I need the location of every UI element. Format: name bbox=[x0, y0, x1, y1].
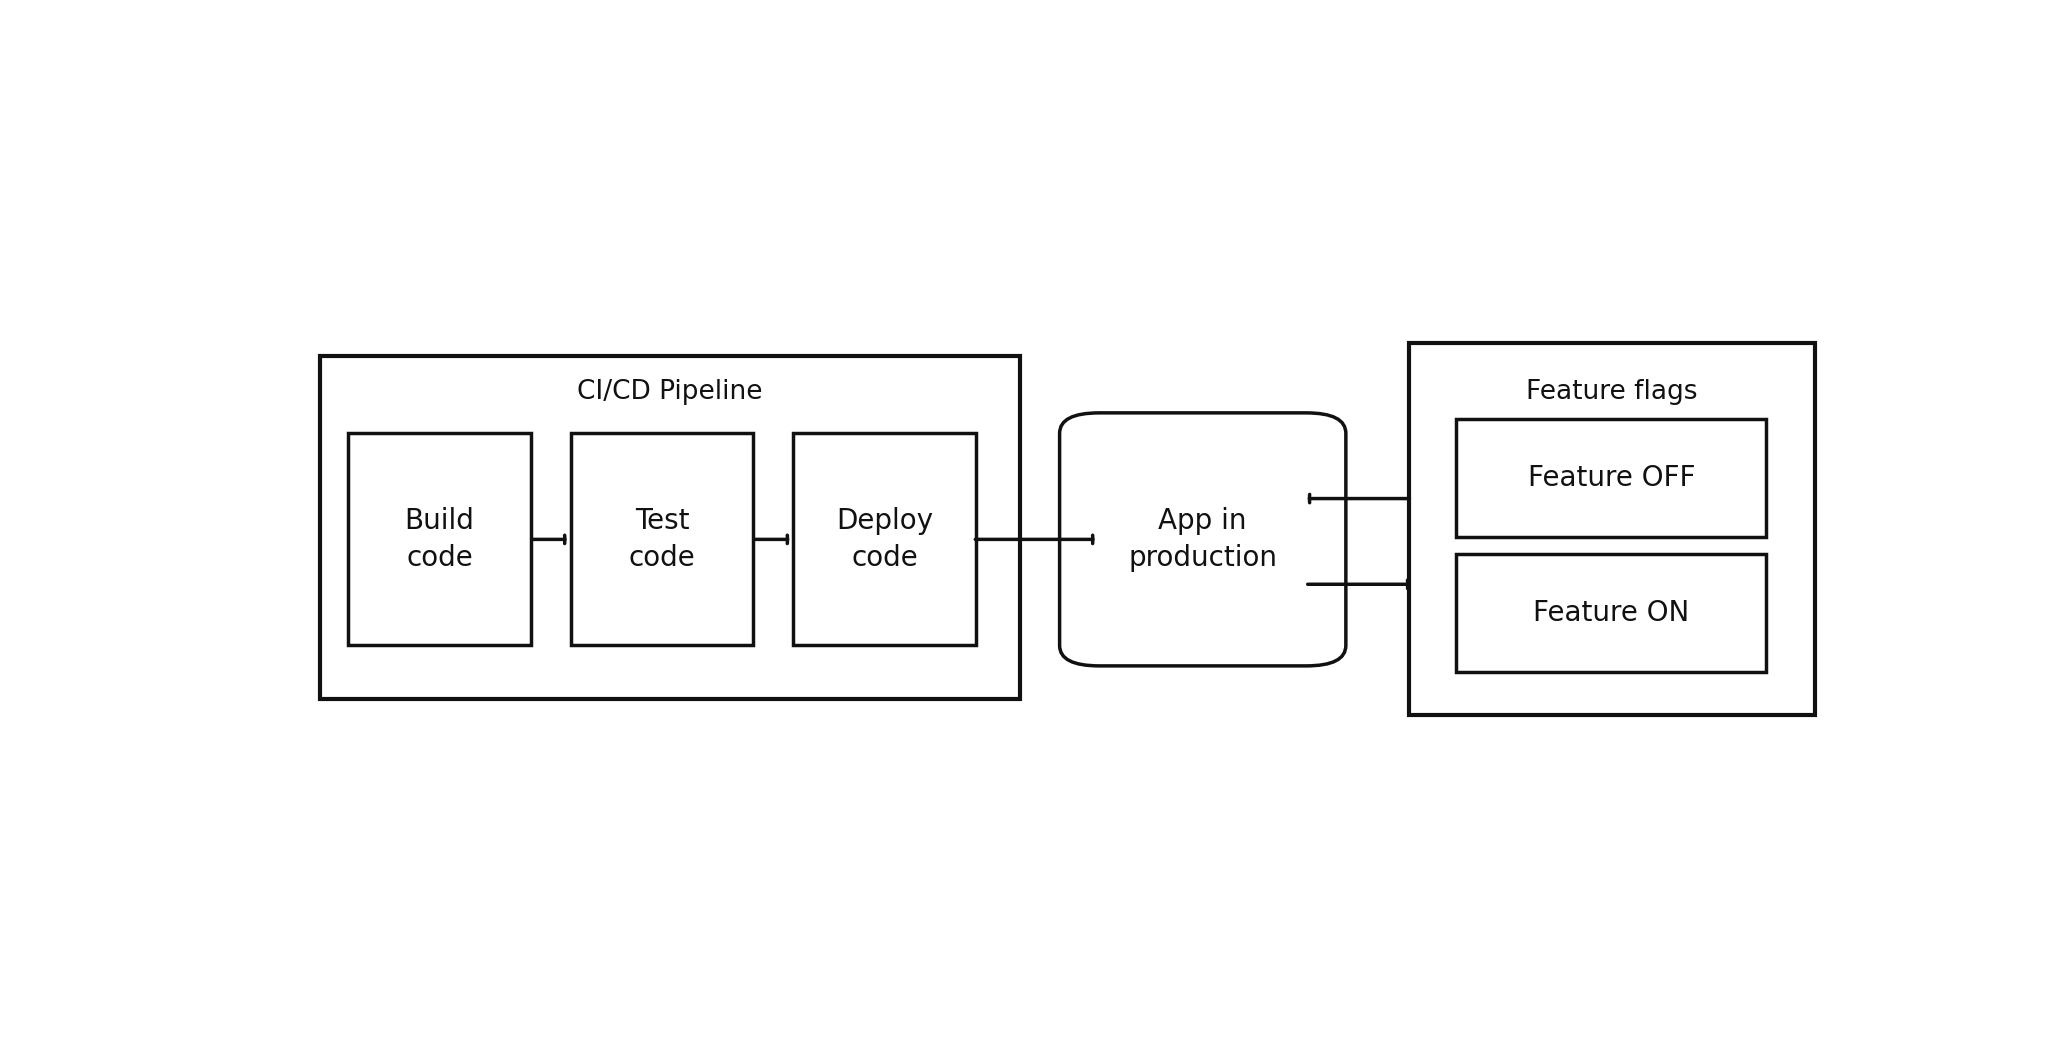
Text: Test
code: Test code bbox=[628, 507, 696, 571]
Text: Feature OFF: Feature OFF bbox=[1527, 464, 1695, 492]
Bar bbox=[1410, 343, 1814, 714]
Bar bbox=[1457, 553, 1767, 672]
Text: App in
production: App in production bbox=[1129, 507, 1276, 571]
Text: Feature ON: Feature ON bbox=[1533, 599, 1689, 626]
Bar bbox=[349, 434, 531, 646]
FancyBboxPatch shape bbox=[1059, 413, 1346, 666]
Bar bbox=[1457, 419, 1767, 537]
Bar bbox=[570, 434, 753, 646]
Text: Deploy
code: Deploy code bbox=[835, 507, 934, 571]
Text: Build
code: Build code bbox=[404, 507, 474, 571]
Text: CI/CD Pipeline: CI/CD Pipeline bbox=[577, 379, 763, 406]
Bar bbox=[794, 434, 977, 646]
Bar bbox=[320, 356, 1020, 699]
Text: Feature flags: Feature flags bbox=[1527, 379, 1697, 406]
